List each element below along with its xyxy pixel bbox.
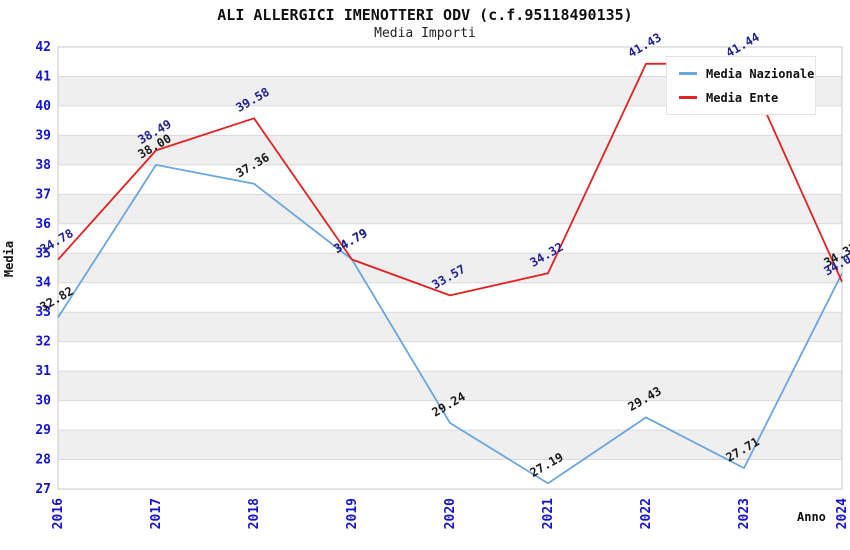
- y-tick-label: 41: [35, 69, 51, 84]
- y-tick-label: 37: [35, 187, 51, 202]
- plot-band: [58, 459, 842, 489]
- chart-subtitle: Media Importi: [374, 26, 476, 41]
- plot-band: [58, 400, 842, 431]
- plot-band: [58, 430, 842, 460]
- plot-band: [58, 194, 842, 224]
- series-line-media-nazionale: [57, 163, 843, 485]
- legend-swatch-media-ente-icon: [679, 96, 697, 99]
- x-tick-label: 2020: [443, 498, 458, 529]
- legend-item-media-nazionale: Media Nazionale: [679, 64, 814, 83]
- plot-band: [58, 223, 842, 254]
- legend-item-media-ente: Media Ente: [679, 88, 806, 107]
- y-tick-label: 35: [35, 246, 51, 261]
- plot-band: [58, 164, 842, 195]
- legend-label-media-nazionale: Media Nazionale: [706, 66, 815, 81]
- legend-label-media-ente: Media Ente: [706, 90, 779, 105]
- y-tick-label: 36: [35, 217, 51, 232]
- x-axis-title: Anno: [797, 510, 826, 524]
- y-tick-label: 38: [35, 158, 51, 173]
- y-tick-label: 34: [35, 276, 51, 291]
- plot-band: [58, 341, 842, 372]
- plot-border: [57, 46, 843, 490]
- y-tick-label: 40: [35, 99, 51, 114]
- y-tick-label: 27: [35, 482, 51, 497]
- x-tick-label: 2024: [835, 498, 850, 529]
- y-tick-label: 29: [35, 423, 51, 438]
- y-axis-title: Media: [2, 240, 16, 278]
- plot-band: [58, 253, 842, 283]
- x-tick-label: 2023: [737, 498, 752, 529]
- x-tick-label: 2021: [541, 498, 556, 529]
- plot-band: [58, 135, 842, 165]
- y-tick-label: 28: [35, 453, 51, 468]
- x-tick-label: 2019: [345, 498, 360, 529]
- plot-band: [58, 312, 842, 342]
- x-tick-label: 2017: [149, 498, 164, 529]
- chart-title: ALI ALLERGICI IMENOTTERI ODV (c.f.951184…: [217, 6, 633, 24]
- legend-swatch-media-nazionale-icon: [679, 72, 697, 75]
- plot-band: [58, 371, 842, 401]
- x-tick-label: 2022: [639, 498, 654, 529]
- plot-band: [58, 282, 842, 313]
- y-tick-label: 30: [35, 394, 51, 409]
- y-tick-label: 42: [35, 40, 51, 55]
- y-tick-label: 32: [35, 335, 51, 350]
- x-tick-label: 2016: [51, 498, 66, 529]
- legend: Media Nazionale Media Ente: [666, 56, 816, 115]
- y-tick-label: 31: [35, 364, 51, 379]
- y-tick-label: 39: [35, 128, 51, 143]
- y-tick-label: 33: [35, 305, 51, 320]
- x-tick-label: 2018: [247, 498, 262, 529]
